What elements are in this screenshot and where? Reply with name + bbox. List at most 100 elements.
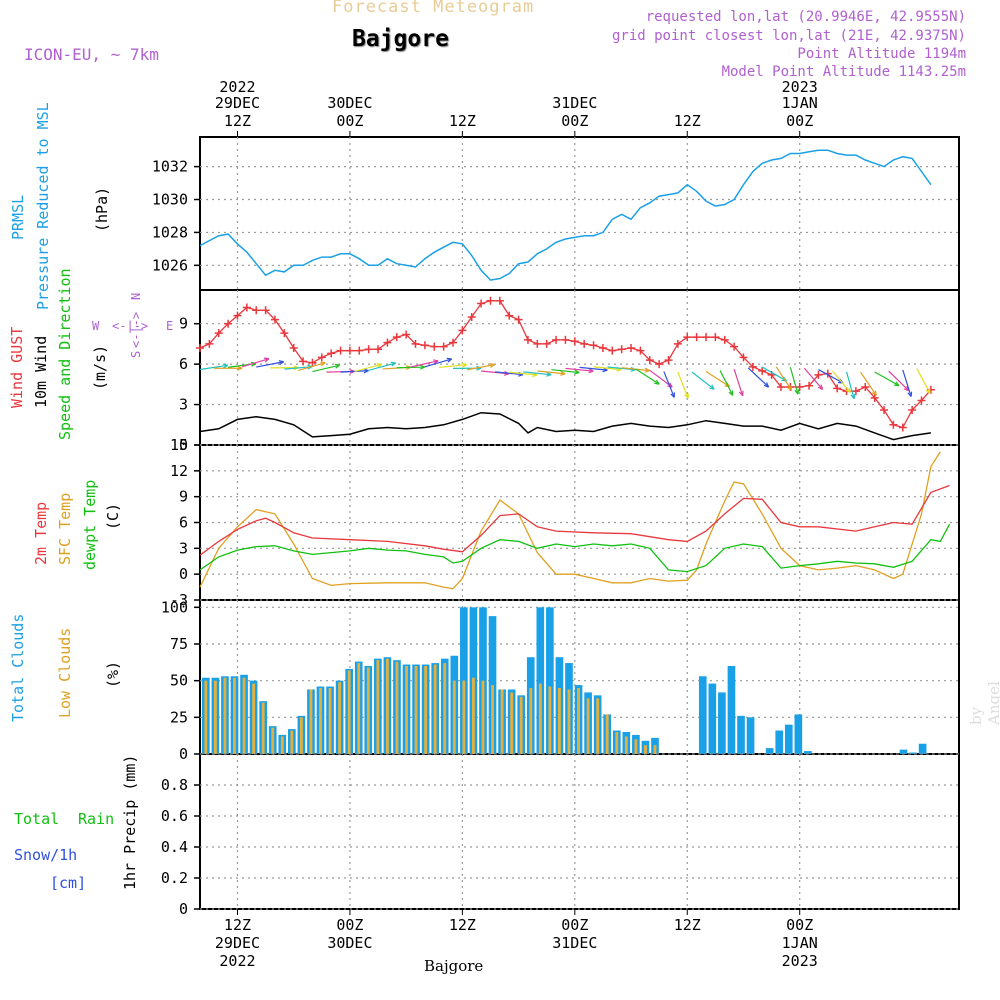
gust-point bbox=[702, 333, 710, 342]
time-label-bottom: 12Z bbox=[674, 916, 701, 934]
wind-arrow-head bbox=[334, 363, 341, 369]
grid-lines bbox=[200, 137, 959, 910]
low-cloud-bar bbox=[424, 666, 428, 754]
rain-label-2: Rain bbox=[78, 810, 114, 828]
wind-arrow-head bbox=[850, 393, 856, 400]
wind-arrow bbox=[635, 368, 660, 385]
wind-arrow bbox=[537, 370, 566, 375]
wind-arrow-head bbox=[376, 363, 383, 368]
gust-point bbox=[270, 315, 279, 324]
time-label-bottom: 00Z bbox=[786, 916, 813, 934]
y-tick-label: 0 bbox=[179, 565, 188, 583]
time-label-top: 12Z bbox=[449, 112, 476, 130]
cloud-total-label: Total Clouds bbox=[9, 614, 27, 722]
pressure-panel-frame bbox=[199, 136, 960, 291]
gust-point bbox=[636, 346, 645, 355]
time-label-top: 29DEC bbox=[215, 94, 260, 112]
y-tick-label: 1032 bbox=[152, 158, 188, 176]
wind-arrow-head bbox=[845, 387, 851, 393]
snow-label-2: [cm] bbox=[50, 874, 86, 892]
pressure-labels: PRMSL Pressure Reduced to MSL (hPa) bbox=[9, 102, 111, 310]
low-cloud-bar bbox=[357, 663, 361, 754]
low-cloud-bar bbox=[519, 696, 523, 754]
model-label: ICON-EU, ~ 7km bbox=[24, 45, 159, 64]
low-cloud-bar bbox=[319, 688, 322, 754]
time-label-bottom: 2023 bbox=[782, 952, 818, 970]
wind-arrow bbox=[241, 358, 270, 368]
wind-arrow bbox=[284, 366, 313, 370]
wind-arrow bbox=[607, 366, 636, 371]
gust-point bbox=[598, 343, 607, 352]
low-cloud-bar bbox=[233, 677, 236, 754]
wind-arrow bbox=[298, 362, 326, 372]
low-cloud-bar bbox=[481, 680, 485, 754]
low-cloud-bar bbox=[471, 677, 475, 754]
total-cloud-bar bbox=[804, 751, 812, 754]
gust-point bbox=[898, 423, 907, 432]
total-cloud-bar bbox=[784, 724, 793, 754]
wind-arrow bbox=[312, 364, 340, 373]
low-cloud-bar bbox=[290, 730, 294, 754]
time-label-bottom: 30DEC bbox=[327, 934, 372, 952]
wind-10m-label: 10m Wind bbox=[32, 336, 50, 408]
gust-point bbox=[317, 353, 326, 362]
location-title: Bajgore bbox=[352, 26, 449, 52]
y-tick-label: -3 bbox=[170, 591, 188, 609]
gust-point bbox=[299, 357, 308, 366]
gust-point bbox=[730, 342, 739, 351]
wind-arrow-head bbox=[263, 357, 270, 363]
wind-arrow-head bbox=[419, 364, 426, 370]
snow-label-1: Snow/1h bbox=[14, 846, 77, 864]
low-cloud-bar bbox=[510, 692, 514, 754]
total-cloud-bar bbox=[909, 752, 917, 754]
total-cloud-bar bbox=[536, 607, 545, 754]
wind-arrow bbox=[691, 371, 715, 390]
total-cloud-bar bbox=[698, 676, 707, 754]
wind-arrow bbox=[818, 369, 844, 384]
time-label-top: 2022 bbox=[219, 78, 255, 96]
wind-arrow bbox=[845, 371, 855, 399]
compass-s: S bbox=[129, 351, 143, 358]
low-cloud-bar bbox=[223, 677, 227, 754]
wind-arrow bbox=[832, 370, 851, 393]
wind-arrow-head bbox=[817, 384, 824, 391]
wind-arrow-head bbox=[222, 363, 228, 369]
wind-gust-label: Wind GUST bbox=[8, 327, 26, 408]
gust-point bbox=[608, 346, 617, 355]
wind-arrow-head bbox=[446, 357, 453, 363]
gust-point bbox=[308, 358, 317, 367]
gust-point bbox=[233, 311, 242, 320]
wind-arrow bbox=[761, 366, 787, 382]
y-tick-label: 12 bbox=[170, 462, 188, 480]
low-cloud-bar bbox=[624, 736, 628, 754]
gust-point bbox=[795, 383, 804, 392]
gust-point bbox=[364, 345, 373, 354]
time-label-bottom: 12Z bbox=[224, 916, 251, 934]
gust-point bbox=[908, 405, 917, 414]
wind-arrow bbox=[677, 371, 689, 399]
total-cloud-bar bbox=[737, 715, 745, 754]
model-altitude: Model Point Altitude 1143.25m bbox=[721, 64, 966, 80]
gust-point bbox=[851, 387, 860, 396]
gust-point bbox=[870, 393, 879, 402]
wind-arrow bbox=[789, 367, 799, 395]
gust-point bbox=[552, 335, 561, 344]
wind-labels: Wind GUST 10m Wind Speed and Direction (… bbox=[8, 268, 173, 440]
gust-point bbox=[561, 335, 570, 344]
total-cloud-bar bbox=[765, 748, 774, 754]
wind-arrow-head bbox=[433, 359, 439, 365]
gust-point bbox=[861, 383, 870, 392]
gust-point bbox=[748, 362, 757, 371]
footer-location: Bajgore bbox=[424, 957, 484, 975]
temp-sfc-label: SFC Temp bbox=[56, 493, 74, 565]
sfc-temp-line bbox=[199, 451, 941, 590]
low-cloud-bar bbox=[529, 688, 533, 754]
wind-arrow-head bbox=[684, 393, 689, 399]
gust-point bbox=[289, 343, 298, 352]
wind-arrow bbox=[523, 371, 552, 376]
wind-arrow-head bbox=[894, 381, 900, 387]
wind-arrow-head bbox=[670, 392, 675, 398]
y-tick-label: 0.4 bbox=[161, 838, 188, 856]
low-cloud-bar bbox=[586, 698, 590, 754]
gust-point bbox=[880, 405, 889, 414]
